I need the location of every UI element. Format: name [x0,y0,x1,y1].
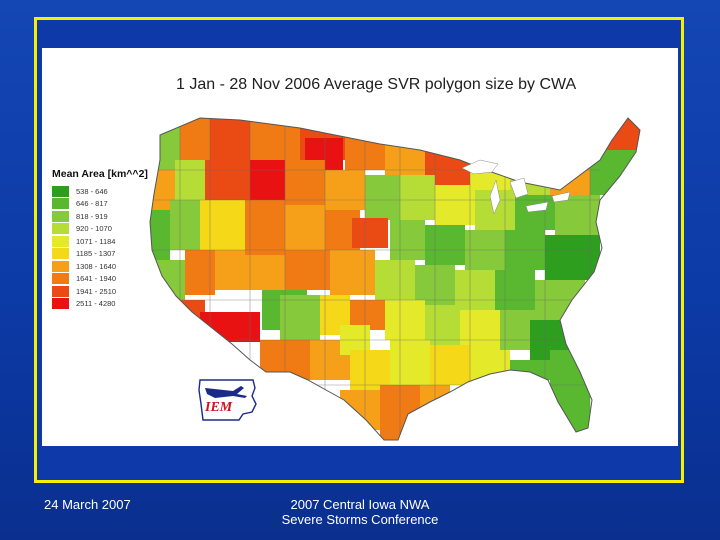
legend-label: 818 - 919 [76,211,108,221]
us-outline [149,117,641,441]
legend-label: 1641 - 1940 [76,274,117,284]
legend-item: 538 - 646 [52,185,148,198]
legend-label: 2511 - 4280 [76,299,116,309]
legend-swatch [52,298,69,310]
legend-label: 1071 - 1184 [76,236,116,246]
legend-label: 1941 - 2510 [76,286,117,296]
legend-swatch [52,198,69,210]
legend-item: 646 - 817 [52,198,148,211]
map-legend: Mean Area [km^^2] 538 - 646 646 - 817 81… [52,168,148,310]
legend-swatch [52,260,69,272]
legend-swatch [52,248,69,260]
footer-line-1: 2007 Central Iowa NWA [290,497,430,512]
legend-item: 1308 - 1640 [52,260,148,273]
legend-item: 920 - 1070 [52,223,148,236]
legend-label: 646 - 817 [76,199,108,209]
legend-item: 1071 - 1184 [52,235,148,248]
legend-title: Mean Area [km^^2] [52,168,148,180]
legend-swatch [52,285,69,297]
legend-item: 2511 - 4280 [52,298,148,311]
legend-label: 920 - 1070 [76,224,112,234]
footer-conference: 2007 Central Iowa NWA Severe Storms Conf… [235,497,485,527]
legend-item: 818 - 919 [52,210,148,223]
iem-logo-text: IEM [205,400,233,415]
footer-line-2: Severe Storms Conference [281,512,439,527]
legend-swatch [52,273,69,285]
legend-item: 1941 - 2510 [52,285,148,298]
legend-swatch [52,235,69,247]
legend-label: 538 - 646 [76,186,108,196]
great-lakes [461,159,571,215]
legend-swatch [52,223,69,235]
legend-label: 1185 - 1307 [76,249,116,259]
iem-logo-icon [198,379,257,421]
footer-date: 24 March 2007 [44,497,131,512]
legend-swatch [52,185,69,197]
legend-swatch [52,210,69,222]
legend-item: 1641 - 1940 [52,273,148,286]
legend-label: 1308 - 1640 [76,261,117,271]
legend-item: 1185 - 1307 [52,248,148,261]
cwa-regions [150,118,640,440]
map-title: 1 Jan - 28 Nov 2006 Average SVR polygon … [176,76,577,93]
